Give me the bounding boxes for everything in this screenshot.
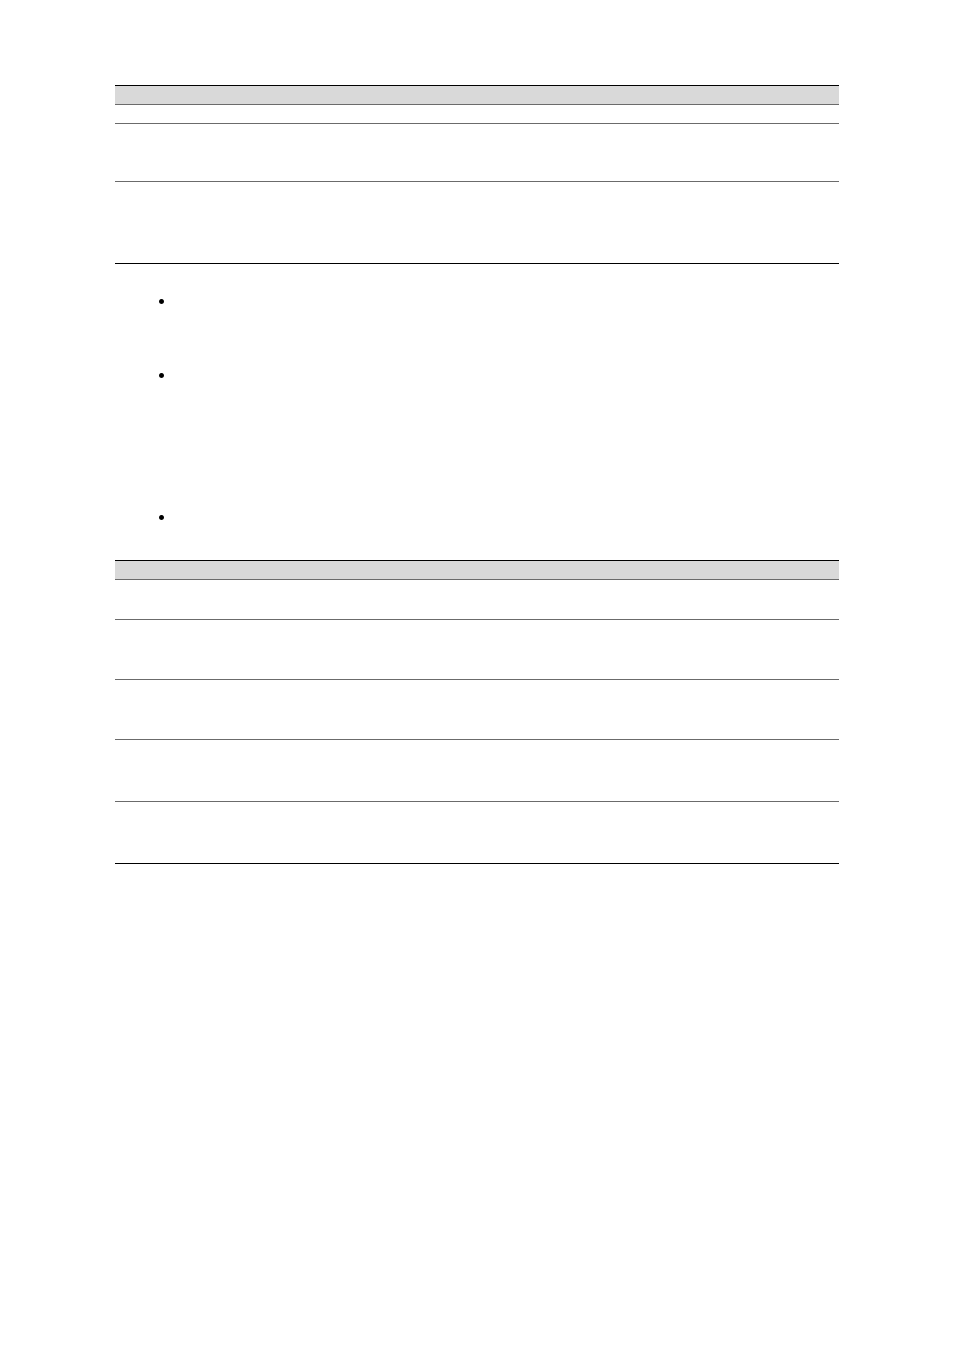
table-cell: [115, 182, 332, 264]
table-cell: [115, 580, 354, 620]
table-row: [115, 802, 839, 864]
table-cell: [607, 680, 839, 740]
table-2: [115, 560, 839, 864]
table-2-header-cell: [115, 561, 354, 580]
bullet-marker-icon: [159, 515, 164, 520]
table-cell: [115, 124, 332, 182]
table-cell: [115, 105, 332, 124]
list-item: [159, 508, 839, 526]
page-content: [0, 0, 954, 864]
table-1-header-row: [115, 86, 839, 105]
table-row: [115, 105, 839, 124]
table-1: [115, 85, 839, 264]
table-cell: [607, 580, 839, 620]
table-1-header-cell: [549, 86, 839, 105]
table-cell: [607, 740, 839, 802]
table-cell: [115, 802, 354, 864]
list-item: [159, 366, 839, 496]
table-cell: [115, 620, 354, 680]
table-cell: [549, 105, 839, 124]
bullet-marker-icon: [159, 373, 164, 378]
table-cell: [354, 740, 607, 802]
table-1-header-cell: [332, 86, 549, 105]
bullet-list: [115, 292, 839, 526]
list-item: [159, 292, 839, 354]
table-cell: [354, 620, 607, 680]
table-cell: [332, 105, 549, 124]
table-cell: [607, 620, 839, 680]
table-2-header-row: [115, 561, 839, 580]
table-row: [115, 580, 839, 620]
table-row: [115, 620, 839, 680]
table-row: [115, 740, 839, 802]
table-row: [115, 124, 839, 182]
table-cell: [549, 182, 839, 264]
table-2-header-cell: [607, 561, 839, 580]
table-cell: [354, 802, 607, 864]
table-cell: [549, 124, 839, 182]
table-row: [115, 680, 839, 740]
table-1-header-cell: [115, 86, 332, 105]
table-cell: [332, 124, 549, 182]
table-row: [115, 182, 839, 264]
table-cell: [332, 182, 549, 264]
bullet-marker-icon: [159, 299, 164, 304]
spacer: [115, 538, 839, 560]
table-cell: [354, 680, 607, 740]
table-cell: [115, 680, 354, 740]
table-cell: [354, 580, 607, 620]
table-cell: [115, 740, 354, 802]
table-cell: [607, 802, 839, 864]
table-2-header-cell: [354, 561, 607, 580]
